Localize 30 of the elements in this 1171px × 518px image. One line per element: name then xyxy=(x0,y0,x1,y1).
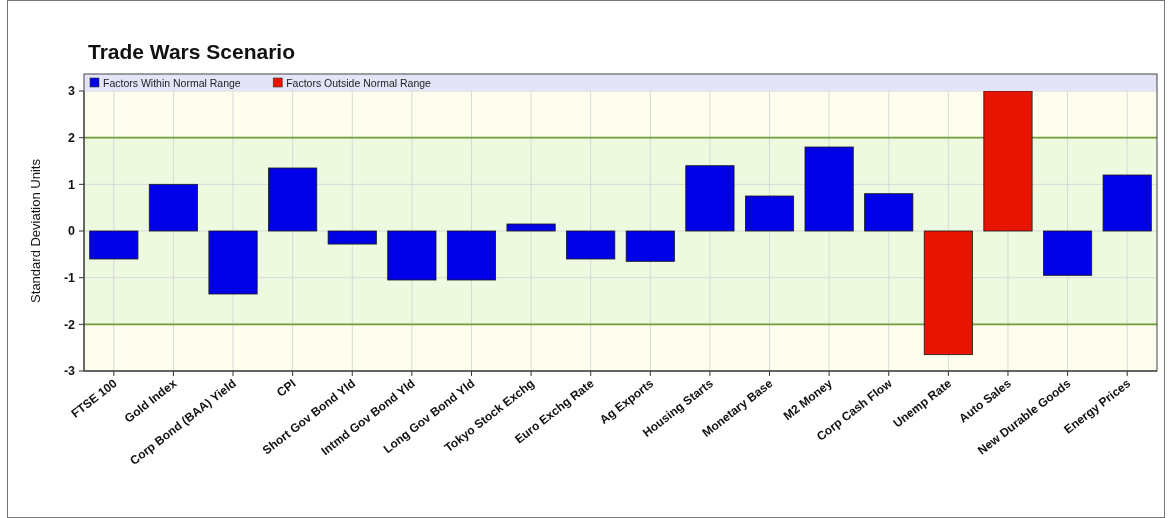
legend-label: Factors Outside Normal Range xyxy=(286,76,432,89)
bar xyxy=(685,165,735,232)
legend-label: Factors Within Normal Range xyxy=(103,76,241,89)
bar xyxy=(625,230,675,262)
x-tick-label: CPI xyxy=(274,376,299,400)
bar xyxy=(864,193,914,232)
bar xyxy=(89,230,139,260)
bar xyxy=(1043,230,1093,276)
bar xyxy=(327,230,377,245)
bar xyxy=(744,195,795,232)
y-tick-label: -3 xyxy=(63,364,76,379)
bar xyxy=(446,230,497,281)
y-tick-label: 1 xyxy=(68,177,76,192)
bar xyxy=(804,146,854,232)
bar xyxy=(1102,174,1152,232)
bar xyxy=(983,90,1033,232)
y-tick-label: -1 xyxy=(63,271,76,286)
bar xyxy=(148,183,198,232)
y-tick-label: 3 xyxy=(68,84,76,99)
chart-title: Trade Wars Scenario xyxy=(88,40,295,63)
bar xyxy=(208,230,258,295)
y-tick-label: 2 xyxy=(68,131,76,146)
bar xyxy=(566,230,616,260)
bar xyxy=(387,230,437,281)
y-tick-label: 0 xyxy=(68,224,76,239)
bar xyxy=(268,167,318,232)
y-tick-label: -2 xyxy=(63,317,76,332)
bar xyxy=(923,230,973,356)
y-axis-title: Standard Deviation Units xyxy=(28,158,43,303)
bar xyxy=(506,223,556,232)
